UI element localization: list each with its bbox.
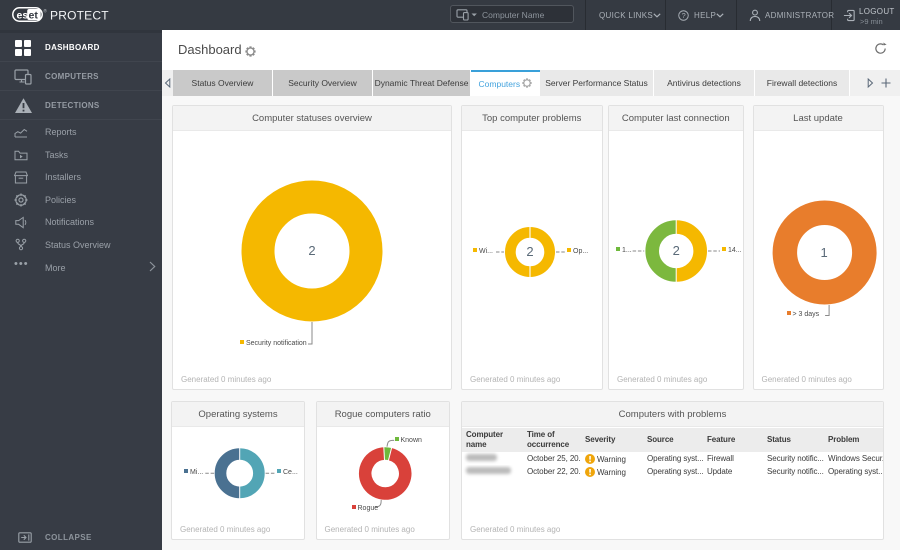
svg-text:PROTECT: PROTECT bbox=[50, 9, 109, 23]
svg-text:et: et bbox=[29, 9, 39, 21]
svg-text:es: es bbox=[17, 9, 29, 21]
svg-text:?: ? bbox=[682, 11, 686, 20]
svg-text:®: ® bbox=[44, 8, 48, 14]
